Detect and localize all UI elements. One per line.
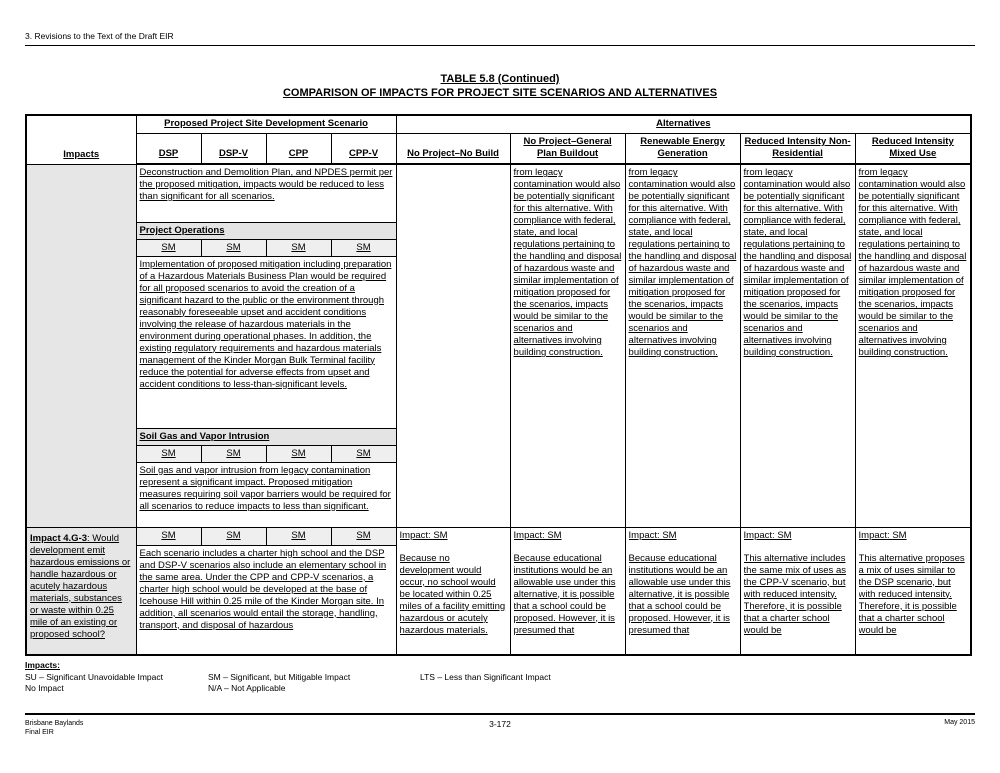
sm-cell: SM [265, 238, 332, 257]
alt-impact-cell-general-plan: Impact: SM Because educational instituti… [509, 526, 626, 656]
alt-impact-cell-renewable: Impact: SM Because educational instituti… [624, 526, 741, 656]
impact-4g3-cell: Impact 4.G-3: Would development emit haz… [25, 526, 137, 656]
para-soil-gas: Soil gas and vapor intrusion from legacy… [135, 461, 397, 528]
col-header-cpp-v: CPP-V [330, 133, 397, 166]
alt-cell-legacy-text: from legacy contamination would also be … [509, 163, 626, 528]
alt-impact-cell-no-build: Impact: SM Because no development would … [395, 526, 511, 656]
legend-item-blank [420, 683, 970, 694]
table-title-line1: TABLE 5.8 (Continued) [440, 73, 560, 85]
col-header-no-project-no-build: No Project–No Build [395, 133, 511, 166]
impact-level-label: Impact: SM [628, 529, 677, 541]
sm-cell: SM [200, 238, 267, 257]
sm-cell: SM [265, 444, 332, 463]
alt-impact-cell-reduced-mixed: Impact: SM This alternative proposes a m… [854, 526, 972, 656]
sm-cell: SM [200, 526, 267, 546]
col-header-impacts: Impacts [25, 114, 137, 165]
legend-item-sm: SM – Significant, but Mitigable Impact [208, 672, 351, 683]
impact-level-label: Impact: SM [743, 529, 792, 541]
alt-cell-empty-no-build [395, 163, 511, 528]
para-deconstruction: Deconstruction and Demolition Plan, and … [135, 163, 397, 223]
table-title: TABLE 5.8 (Continued) COMPARISON OF IMPA… [25, 72, 975, 100]
alt-impact-text: Because no development would occur, no s… [399, 552, 506, 636]
legend-item-na: N/A – Not Applicable [208, 683, 286, 694]
sm-cell: SM [265, 526, 332, 546]
col-header-cpp: CPP [265, 133, 332, 166]
col-header-dsp: DSP [135, 133, 202, 166]
sm-cell: SM [135, 444, 202, 463]
sm-cell: SM [135, 238, 202, 257]
subheader-project-operations: Project Operations [135, 221, 397, 240]
sm-cell: SM [135, 526, 202, 546]
sm-cell: SM [330, 238, 397, 257]
alt-cell-legacy-text: from legacy contamination would also be … [624, 163, 741, 528]
alt-impact-text: This alternative proposes a mix of uses … [858, 552, 965, 636]
sm-cell: SM [330, 526, 397, 546]
alt-impact-cell-reduced-nonres: Impact: SM This alternative includes the… [739, 526, 856, 656]
col-header-renewable-energy: Renewable Energy Generation [624, 133, 741, 166]
group-header-alternatives: Alternatives [395, 114, 972, 135]
impacts-legend: Impacts: SU – Significant Unavoidable Im… [25, 659, 970, 694]
impacts-cell-empty [25, 163, 137, 528]
alt-cell-legacy-text: from legacy contamination would also be … [854, 163, 972, 528]
subheader-soil-gas: Soil Gas and Vapor Intrusion [135, 427, 397, 446]
col-header-no-project-general-plan: No Project–General Plan Buildout [509, 133, 626, 166]
footer-page-number: 3-172 [489, 719, 511, 729]
alt-impact-text: Because educational institutions would b… [628, 552, 731, 636]
impact-4g3-label: Impact 4.G-3 [30, 532, 88, 544]
legend-title: Impacts: [25, 660, 60, 671]
legend-item-lts: LTS – Less than Significant Impact [420, 672, 551, 683]
legend-item-su: SU – Significant Unavoidable Impact [25, 672, 163, 683]
alt-impact-text: This alternative includes the same mix o… [743, 552, 846, 636]
impact-level-label: Impact: SM [858, 529, 907, 541]
running-header: 3. Revisions to the Text of the Draft EI… [25, 31, 975, 46]
alt-cell-legacy-text: from legacy contamination would also be … [739, 163, 856, 528]
impact-level-label: Impact: SM [399, 529, 448, 541]
footer-doc-name: Brisbane Baylands [25, 720, 84, 727]
col-header-reduced-intensity-mixed: Reduced Intensity Mixed Use [854, 133, 972, 166]
page-footer: Brisbane Baylands Final EIR 3-172 May 20… [25, 713, 975, 737]
legend-grid: SU – Significant Unavoidable Impact SM –… [25, 672, 970, 694]
legend-item-no-impact: No Impact [25, 683, 64, 694]
impact-level-label: Impact: SM [513, 529, 562, 541]
para-implementation: Implementation of proposed mitigation in… [135, 255, 397, 429]
impact-4g3-question: : Would development emit hazardous emiss… [30, 532, 131, 640]
table-title-line2: COMPARISON OF IMPACTS FOR PROJECT SITE S… [282, 87, 718, 100]
sm-cell: SM [200, 444, 267, 463]
para-charter-school: Each scenario includes a charter high sc… [135, 544, 397, 656]
alt-impact-text: Because educational institutions would b… [513, 552, 616, 636]
comparison-table: Impacts Proposed Project Site Developmen… [25, 114, 973, 657]
footer-document-info: Brisbane Baylands Final EIR [25, 719, 83, 737]
group-header-scenarios: Proposed Project Site Development Scenar… [135, 114, 397, 135]
sm-cell: SM [330, 444, 397, 463]
col-header-dsp-v: DSP-V [200, 133, 267, 166]
footer-doc-type: Final EIR [25, 729, 54, 736]
col-header-reduced-intensity-nonres: Reduced Intensity Non-Residential [739, 133, 856, 166]
footer-date: May 2015 [944, 719, 975, 726]
